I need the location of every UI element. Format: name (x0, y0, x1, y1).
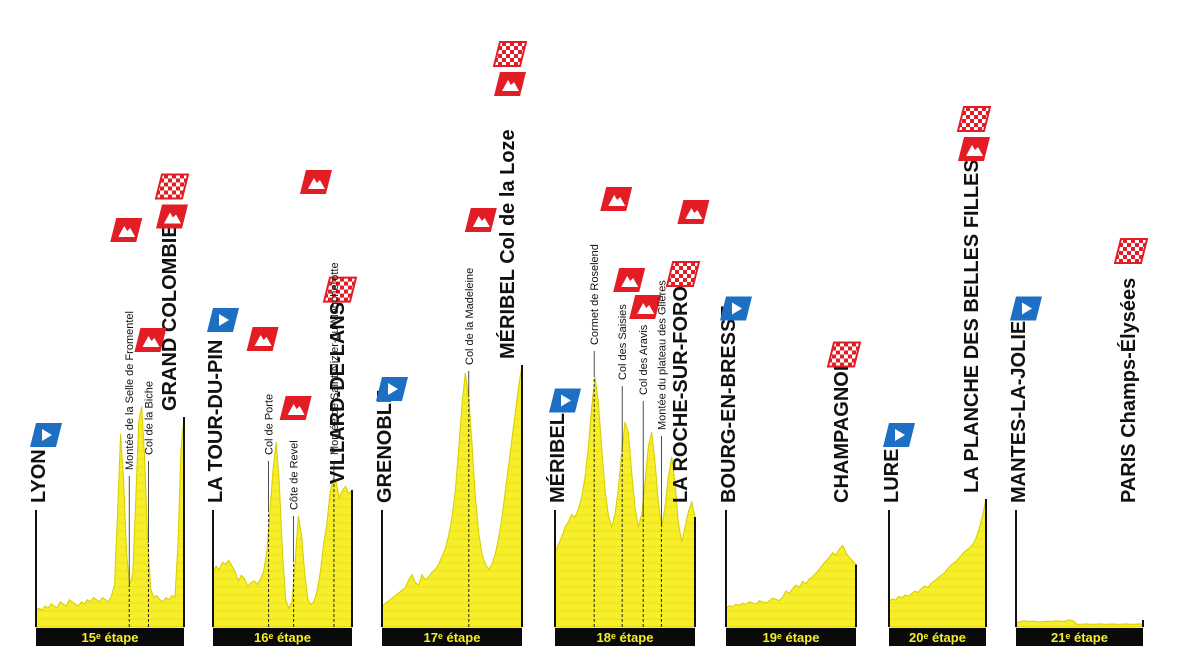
finish-town-label: PARIS Champs-Élysées (1117, 278, 1140, 503)
stage-panel-17: 17ᵉ étape (381, 364, 523, 646)
climb-label: Montée de Saint-Nizier-du-Moucherotte (329, 262, 341, 455)
stage-bar (555, 628, 695, 646)
climb-label: Col de la Madeleine (464, 268, 476, 365)
elevation-profile (36, 406, 184, 627)
finish-town-label: MÉRIBEL Col de la Loze (496, 129, 519, 359)
stage-bar (726, 628, 856, 646)
finish-checkered-flag-icon (665, 261, 701, 287)
stage-label: 16ᵉ étape (254, 630, 311, 645)
finish-checkered-flag-icon (956, 106, 992, 132)
climb-mountain-flag-icon (464, 208, 497, 232)
climb-mountain-flag-icon (613, 268, 646, 292)
stage-label: 18ᵉ étape (597, 630, 654, 645)
finish-town-label: GRAND COLOMBIER (159, 209, 181, 411)
finish-mountain-flag-icon (494, 72, 526, 96)
stage-bar (213, 628, 352, 646)
climb-mountain-flag-icon (246, 327, 279, 351)
climb-label: Montée du plateau des Glières (656, 280, 668, 430)
start-flag-icon (30, 423, 62, 447)
elevation-profile (1016, 619, 1143, 627)
finish-mountain-flag-icon (156, 204, 188, 229)
elevation-profile (213, 442, 352, 627)
start-flag-icon (207, 308, 239, 332)
climb-label: Col de Porte (264, 394, 276, 455)
start-town-label: GRENOBLE (374, 390, 396, 503)
stage-bar (1016, 628, 1143, 646)
stage-bar (36, 628, 184, 646)
finish-town-label: VILLARD-DE-LANS (327, 302, 349, 484)
climb-mountain-flag-icon (677, 200, 710, 224)
climb-mountain-flag-icon (299, 170, 332, 194)
elevation-profile (726, 545, 856, 627)
finish-town-label: LA PLANCHE DES BELLES FILLES (961, 159, 983, 493)
stage-label: 19ᵉ étape (763, 630, 820, 645)
start-flag-icon (1010, 296, 1042, 321)
start-town-label: MÉRIBEL (546, 413, 569, 503)
climb-mountain-flag-icon (110, 218, 143, 242)
stage-panel-21: 21ᵉ étape (1015, 510, 1144, 646)
climb-mountain-flag-icon (279, 396, 312, 420)
start-town-label: LURE (881, 449, 903, 503)
finish-checkered-flag-icon (826, 341, 862, 368)
start-flag-icon (549, 388, 581, 413)
stage-label: 17ᵉ étape (424, 630, 481, 645)
start-town-label: MANTES-LA-JOLIE (1008, 321, 1030, 503)
climb-label: Col de la Biche (143, 381, 155, 455)
stage-panel-19: 19ᵉ étape (725, 510, 857, 646)
finish-checkered-flag-icon (1113, 238, 1149, 264)
climb-mountain-flag-icon (134, 328, 167, 352)
start-town-label: LA TOUR-DU-PIN (205, 340, 227, 503)
finish-town-label: LA ROCHE-SUR-FORON (670, 272, 692, 503)
start-town-label: LYON (28, 449, 50, 503)
climb-label: Côte de Revel (289, 440, 301, 510)
stage-bar (889, 628, 986, 646)
stage-panel-20: 20ᵉ étape (888, 498, 987, 646)
start-town-label: BOURG-EN-BRESSE (718, 305, 740, 503)
finish-checkered-flag-icon (322, 276, 358, 303)
climb-label: Montée de la Selle de Fromentel (124, 311, 136, 470)
elevation-profile (555, 377, 695, 627)
stage-label: 21ᵉ étape (1051, 630, 1108, 645)
start-flag-icon (376, 377, 408, 401)
finish-checkered-flag-icon (492, 41, 528, 67)
climb-mountain-flag-icon (600, 187, 633, 211)
stage-panel-15: 15ᵉ étape (35, 406, 185, 646)
climb-mountain-flag-icon (629, 295, 662, 319)
stage-label: 15ᵉ étape (82, 630, 139, 645)
elevation-profile (382, 365, 522, 627)
stage-bar (382, 628, 522, 646)
climb-label: Col des Aravis (638, 324, 650, 395)
finish-town-label: CHAMPAGNOLE (831, 346, 853, 503)
finish-mountain-flag-icon (958, 137, 990, 161)
finish-checkered-flag-icon (154, 173, 190, 200)
start-flag-icon (720, 296, 752, 321)
stage-label: 20ᵉ étape (909, 630, 966, 645)
start-flag-icon (883, 423, 915, 447)
climb-label: Col des Saisies (617, 304, 629, 380)
climb-label: Cormet de Roselend (589, 244, 601, 345)
